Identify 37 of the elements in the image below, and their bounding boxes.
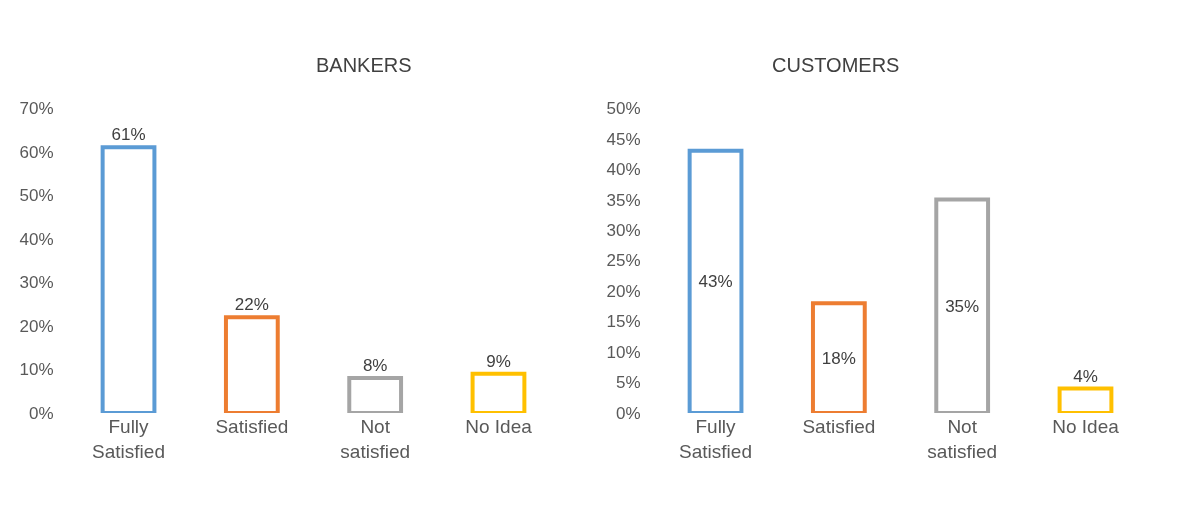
y-tick-label: 20% [606, 281, 641, 301]
data-label: 4% [1073, 366, 1098, 386]
y-tick-label: 20% [19, 316, 54, 336]
chart-title: CUSTOMERS [772, 54, 900, 76]
x-tick-label: Satisfied [215, 415, 289, 437]
y-tick-label: 50% [606, 99, 641, 119]
y-tick-label: 60% [19, 142, 54, 162]
y-tick-label: 45% [606, 129, 641, 149]
y-tick-label: 25% [606, 251, 641, 271]
x-tick-label: Not satisfied [927, 415, 998, 462]
data-label: 35% [945, 296, 980, 316]
y-tick-label: 0% [28, 403, 54, 423]
y-tick-label: 10% [606, 342, 641, 362]
y-tick-label: 50% [19, 186, 54, 206]
data-label: 22% [234, 295, 269, 315]
y-tick-label: 40% [606, 160, 641, 180]
y-tick-label: 5% [615, 373, 641, 393]
data-label: 61% [111, 125, 146, 145]
y-tick-label: 10% [19, 360, 54, 380]
x-tick-label: No Idea [465, 415, 533, 437]
y-tick-label: 40% [19, 229, 54, 249]
chart-title: BANKERS [316, 54, 412, 76]
y-tick-label: 15% [606, 312, 641, 332]
y-tick-label: 30% [19, 273, 54, 293]
data-label: 43% [698, 272, 733, 292]
y-tick-label: 30% [606, 221, 641, 240]
y-tick-label: 35% [606, 190, 641, 210]
x-tick-label: Satisfied [802, 415, 876, 437]
x-tick-label: Fully Satisfied [92, 415, 165, 462]
x-tick-label: Not satisfied [340, 415, 411, 462]
data-label: 18% [821, 348, 856, 368]
y-tick-label: 0% [615, 403, 641, 423]
x-tick-label: No Idea [1052, 415, 1120, 437]
data-label: 9% [486, 351, 511, 371]
data-label: 8% [362, 356, 388, 376]
x-tick-label: Fully Satisfied [679, 415, 752, 462]
y-tick-label: 70% [19, 99, 54, 119]
